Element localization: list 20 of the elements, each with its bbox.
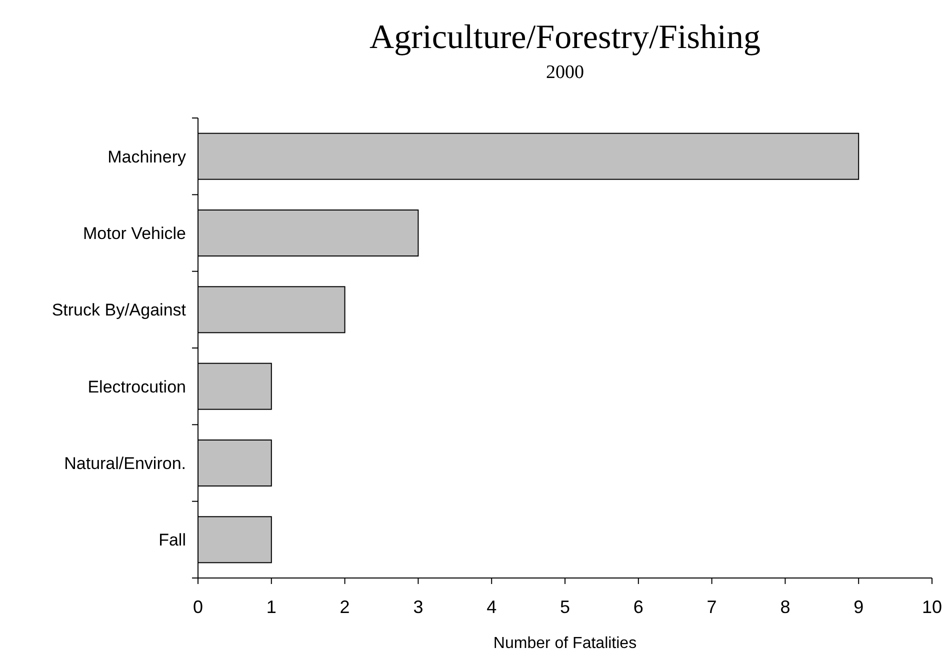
y-tick-label: Fall <box>158 530 186 550</box>
x-tick-label: 10 <box>922 597 942 617</box>
y-tick-label: Natural/Environ. <box>64 454 186 473</box>
y-tick-label: Machinery <box>108 147 186 166</box>
x-axis-title: Number of Fatalities <box>493 635 637 652</box>
x-tick-label: 8 <box>780 597 790 617</box>
y-tick-label: Struck By/Against <box>52 300 186 320</box>
x-tick-label: 2 <box>340 597 350 617</box>
x-tick-label: 1 <box>266 597 276 617</box>
x-tick-label: 5 <box>560 597 570 617</box>
x-tick-label: 7 <box>706 597 717 617</box>
x-tick-label: 6 <box>633 597 644 617</box>
x-tick-label: 4 <box>486 597 497 617</box>
chart-subtitle: 2000 <box>546 62 584 83</box>
chart-title: Agriculture/Forestry/Fishing <box>370 19 760 56</box>
x-tick-label: 3 <box>413 597 424 617</box>
x-tick-label: 0 <box>192 597 204 617</box>
y-tick-label: Motor Vehicle <box>83 224 186 243</box>
x-tick-label: 9 <box>854 597 864 617</box>
y-tick-label: Electrocution <box>88 377 186 396</box>
